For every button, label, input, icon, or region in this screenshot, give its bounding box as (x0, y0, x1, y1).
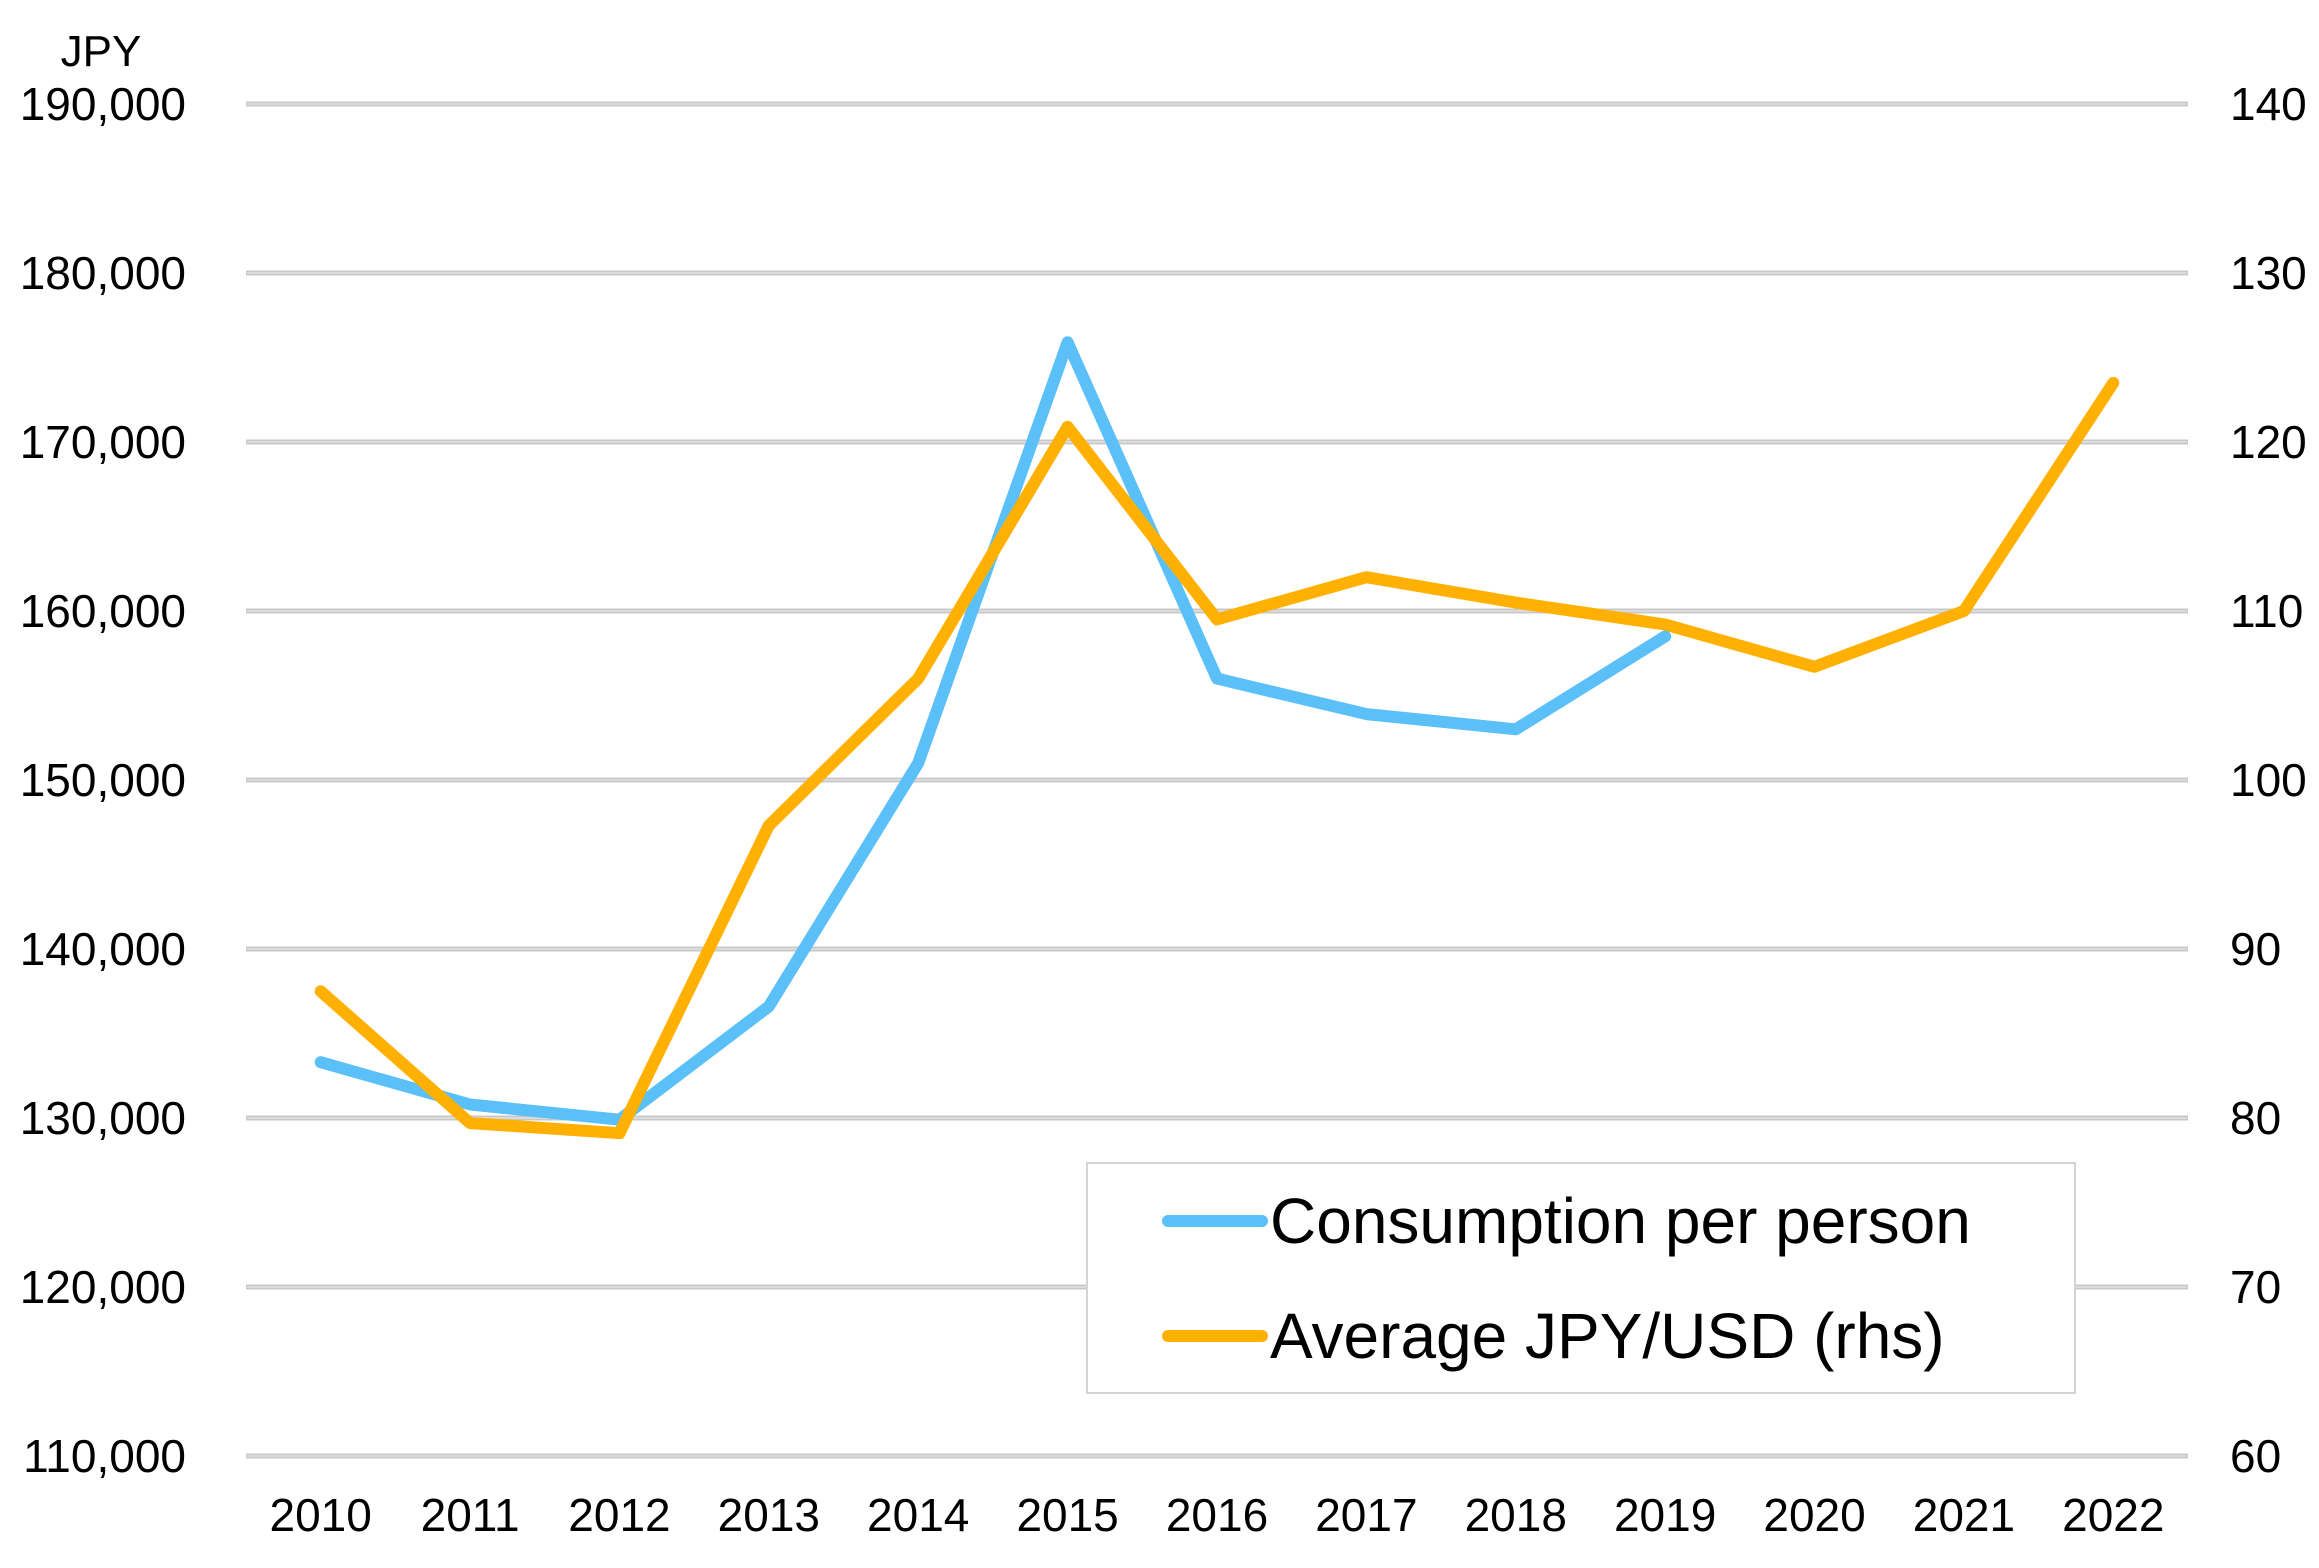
right-tick-label: 130 (2230, 247, 2307, 299)
x-tick-label: 2010 (270, 1489, 372, 1541)
left-tick-label: 120,000 (20, 1261, 186, 1313)
x-tick-label: 2014 (867, 1489, 969, 1541)
right-tick-label: 60 (2230, 1430, 2281, 1482)
left-axis: JPY 110,000 120,000 130,000 140,000 150,000 1… (20, 27, 186, 1482)
x-tick-label: 2011 (421, 1489, 520, 1541)
x-tick-label: 2018 (1465, 1489, 1567, 1541)
right-tick-label: 120 (2230, 416, 2307, 468)
left-tick-label: 140,000 (20, 923, 186, 975)
series-line-consumption (314, 336, 1672, 1126)
x-tick-label: 2021 (1913, 1489, 2015, 1541)
right-axis: 60 70 80 90 100 110 120 130 140 (2230, 78, 2307, 1482)
x-tick-label: 2019 (1614, 1489, 1716, 1541)
x-tick-label: 2017 (1315, 1489, 1417, 1541)
legend-label-consumption: Consumption per person (1270, 1185, 1971, 1257)
left-tick-label: 130,000 (20, 1092, 186, 1144)
legend-box (1086, 1162, 2076, 1394)
right-tick-label: 70 (2230, 1261, 2281, 1313)
x-tick-label: 2022 (2062, 1489, 2164, 1541)
series-layer (314, 336, 2120, 1140)
left-tick-label: 150,000 (20, 754, 186, 806)
left-tick-label: 180,000 (20, 247, 186, 299)
x-tick-label: 2015 (1016, 1489, 1118, 1541)
series-line-jpyusd (314, 376, 2120, 1140)
right-tick-label: 140 (2230, 78, 2307, 130)
left-tick-label: 160,000 (20, 585, 186, 637)
x-tick-label: 2016 (1166, 1489, 1268, 1541)
left-tick-label: 110,000 (23, 1430, 186, 1482)
x-tick-label: 2012 (568, 1489, 670, 1541)
x-axis: 2010 2011 2012 2013 2014 2015 2016 2017 2018 2019… (270, 1489, 2165, 1541)
legend-label-jpyusd: Average JPY/USD (rhs) (1270, 1300, 1945, 1372)
legend: Consumption per person Average JPY/USD (… (1086, 1162, 2076, 1394)
right-tick-label: 100 (2230, 754, 2307, 806)
left-tick-label: 170,000 (20, 416, 186, 468)
right-tick-label: 80 (2230, 1092, 2281, 1144)
left-tick-label: 190,000 (20, 78, 186, 130)
x-tick-label: 2020 (1763, 1489, 1865, 1541)
x-tick-label: 2013 (718, 1489, 820, 1541)
right-tick-label: 110 (2230, 585, 2303, 637)
right-tick-label: 90 (2230, 923, 2281, 975)
left-axis-unit-label: JPY (61, 27, 142, 76)
